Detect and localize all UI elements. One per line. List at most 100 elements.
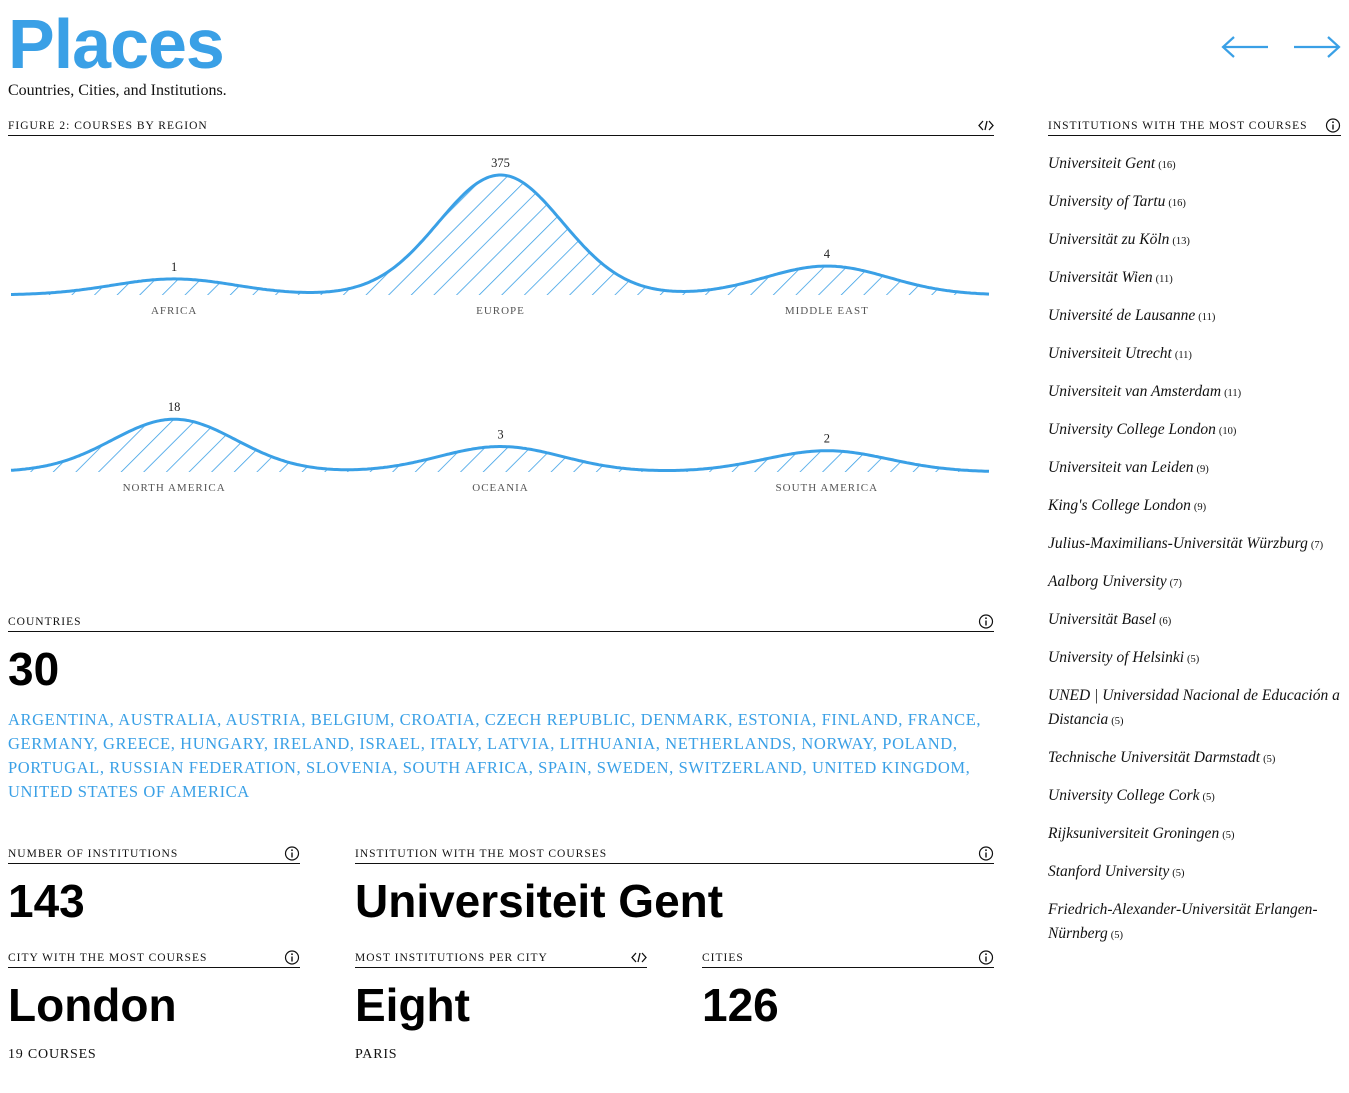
institution-name: Universität Wien <box>1048 269 1153 286</box>
institution-item[interactable]: Technische Universität Darmstadt (5) <box>1048 746 1343 772</box>
country-link[interactable]: LITHUANIA <box>559 734 656 753</box>
country-link[interactable]: CZECH REPUBLIC <box>484 710 632 729</box>
country-link[interactable]: HUNGARY <box>180 734 264 753</box>
country-link[interactable]: LATVIA <box>487 734 551 753</box>
region-name-label: NORTH AMERICA <box>123 482 226 494</box>
institution-item[interactable]: Universität Basel (6) <box>1048 608 1343 634</box>
top-institution-value: Universiteit Gent <box>355 875 724 927</box>
country-link[interactable]: ARGENTINA <box>8 710 110 729</box>
region-name-label: EUROPE <box>476 305 525 317</box>
institution-count: (11) <box>1174 350 1192 361</box>
country-link[interactable]: SWEDEN <box>596 758 670 777</box>
country-link[interactable]: FINLAND <box>821 710 899 729</box>
institution-item[interactable]: Universiteit Utrecht (11) <box>1048 342 1343 368</box>
institution-item[interactable]: University College London (10) <box>1048 418 1343 444</box>
country-link[interactable]: RUSSIAN FEDERATION <box>109 758 297 777</box>
country-link[interactable]: PORTUGAL <box>8 758 100 777</box>
cities-label: CITIES <box>702 952 744 964</box>
arrow-right-icon[interactable] <box>1292 30 1342 64</box>
institutions-list: Universiteit Gent (16) University of Tartu… <box>1048 152 1343 960</box>
region-name-label: SOUTH AMERICA <box>776 482 879 494</box>
institution-item[interactable]: Universiteit van Leiden (9) <box>1048 456 1343 482</box>
institution-item[interactable]: UNED | Universidad Nacional de Educación… <box>1048 684 1343 734</box>
country-link[interactable]: SLOVENIA <box>306 758 394 777</box>
institution-item[interactable]: Aalborg University (7) <box>1048 570 1343 596</box>
institution-item[interactable]: Julius-Maximilians-Universität Würzburg(… <box>1048 532 1343 558</box>
institution-count: (16) <box>1168 198 1186 209</box>
country-link[interactable]: FRANCE <box>907 710 977 729</box>
institution-name: Universiteit van Leiden <box>1048 459 1194 476</box>
info-icon[interactable] <box>978 614 994 629</box>
country-link[interactable]: BELGIUM <box>310 710 391 729</box>
institution-count: (5) <box>1263 754 1276 765</box>
country-link[interactable]: AUSTRIA <box>225 710 302 729</box>
institution-count: (11) <box>1198 312 1216 323</box>
institution-item[interactable]: University of Helsinki (5) <box>1048 646 1343 672</box>
info-icon[interactable] <box>284 846 300 861</box>
embed-code-icon[interactable] <box>631 950 647 965</box>
country-link[interactable]: POLAND <box>882 734 953 753</box>
country-link[interactable]: IRELAND <box>273 734 350 753</box>
region-value-label: 1 <box>171 260 177 274</box>
country-link[interactable]: GREECE <box>102 734 171 753</box>
institution-name: Rijksuniversiteit Groningen <box>1048 825 1220 842</box>
institution-item[interactable]: Universität zu Köln (13) <box>1048 228 1343 254</box>
institution-item[interactable]: Stanford University (5) <box>1048 860 1343 886</box>
institution-item[interactable]: Friedrich-Alexander-Universität Erlangen… <box>1048 898 1343 948</box>
top-institution-header: INSTITUTION WITH THE MOST COURSES <box>355 846 994 864</box>
institution-item[interactable]: Universität Wien (11) <box>1048 266 1343 292</box>
country-link[interactable]: SWITZERLAND <box>678 758 803 777</box>
institution-count: (7) <box>1169 578 1182 589</box>
figure-header: FIGURE 2: COURSES BY REGION <box>8 118 994 136</box>
institution-name: Friedrich-Alexander-Universität Erlangen… <box>1048 901 1318 942</box>
institution-item[interactable]: University College Cork (5) <box>1048 784 1343 810</box>
info-icon[interactable] <box>978 950 994 965</box>
sidebar-header: INSTITUTIONS WITH THE MOST COURSES <box>1048 118 1341 136</box>
region-curve <box>10 417 990 473</box>
arrow-left-icon[interactable] <box>1220 30 1270 64</box>
institution-count: (16) <box>1158 160 1176 171</box>
country-link[interactable]: CROATIA <box>399 710 476 729</box>
country-link[interactable]: NORWAY <box>801 734 873 753</box>
country-link[interactable]: GERMANY <box>8 734 94 753</box>
institution-name: Universiteit Gent <box>1048 155 1156 172</box>
institutions-count: 143 <box>8 875 85 927</box>
country-link[interactable]: UNITED KINGDOM <box>811 758 966 777</box>
info-icon[interactable] <box>1325 118 1341 133</box>
institution-item[interactable]: King's College London (9) <box>1048 494 1343 520</box>
institution-item[interactable]: Rijksuniversiteit Groningen (5) <box>1048 822 1343 848</box>
top-city-value: London <box>8 979 177 1031</box>
country-link[interactable]: DENMARK <box>640 710 729 729</box>
region-area <box>11 419 990 472</box>
institution-name: King's College London <box>1048 497 1191 514</box>
country-link[interactable]: SPAIN <box>538 758 588 777</box>
institution-item[interactable]: Universiteit van Amsterdam (11) <box>1048 380 1343 406</box>
institution-name: UNED | Universidad Nacional de Educación… <box>1048 687 1340 728</box>
institution-count: (11) <box>1155 274 1173 285</box>
country-link[interactable]: ESTONIA <box>737 710 813 729</box>
institution-item[interactable]: Université de Lausanne (11) <box>1048 304 1343 330</box>
country-link[interactable]: SOUTH AFRICA <box>402 758 529 777</box>
institution-name: Julius-Maximilians-Universität Würzburg <box>1048 535 1308 552</box>
institution-name: Universiteit Utrecht <box>1048 345 1172 362</box>
country-link[interactable]: AUSTRALIA <box>118 710 218 729</box>
info-icon[interactable] <box>978 846 994 861</box>
institution-count: (7) <box>1310 540 1324 551</box>
embed-code-icon[interactable] <box>978 118 994 133</box>
institution-count: (6) <box>1159 616 1172 627</box>
top-city-label: CITY WITH THE MOST COURSES <box>8 952 208 964</box>
info-icon[interactable] <box>284 950 300 965</box>
institutions-header: NUMBER OF INSTITUTIONS <box>8 846 300 864</box>
region-curve <box>11 173 990 296</box>
country-link[interactable]: ITALY <box>430 734 478 753</box>
institution-count: (9) <box>1196 464 1209 475</box>
country-link[interactable]: ISRAEL <box>359 734 421 753</box>
top-institution-label: INSTITUTION WITH THE MOST COURSES <box>355 848 608 860</box>
institution-item[interactable]: Universiteit Gent (16) <box>1048 152 1343 178</box>
institution-item[interactable]: University of Tartu (16) <box>1048 190 1343 216</box>
institution-count: (5) <box>1172 868 1185 879</box>
institution-name: Universität Basel <box>1048 611 1157 628</box>
country-link[interactable]: NETHERLANDS <box>665 734 792 753</box>
country-link[interactable]: UNITED STATES OF AMERICA <box>8 782 250 801</box>
most-institutions-city-value: Eight <box>355 979 470 1031</box>
